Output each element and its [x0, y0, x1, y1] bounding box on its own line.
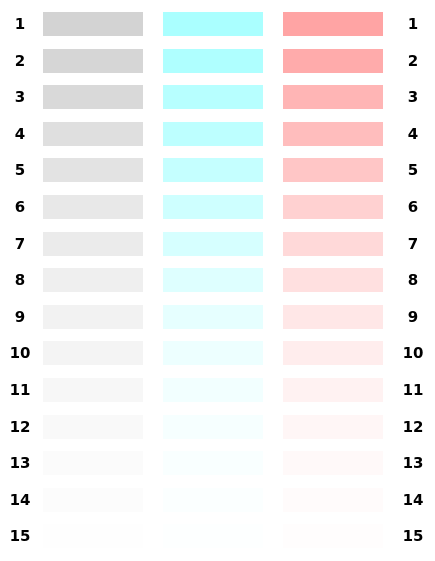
- red-swatch: [283, 49, 383, 73]
- gray-swatch: [43, 232, 143, 256]
- gray-swatch: [43, 49, 143, 73]
- row-number-right: 13: [402, 454, 424, 472]
- row-number-right: 15: [402, 527, 424, 545]
- row-number-right: 14: [402, 491, 424, 509]
- cyan-swatch: [163, 195, 263, 219]
- gray-swatch: [43, 415, 143, 439]
- row-number-left: 12: [9, 418, 31, 436]
- row-number-right: 2: [407, 52, 419, 70]
- cyan-swatch: [163, 85, 263, 109]
- row-number-left: 8: [14, 271, 26, 289]
- gray-swatch: [43, 305, 143, 329]
- row-number-left: 15: [9, 527, 31, 545]
- row-number-right: 4: [407, 125, 419, 143]
- cyan-swatch: [163, 451, 263, 475]
- row-number-right: 3: [407, 88, 419, 106]
- row-number-left: 1: [14, 15, 26, 33]
- row-number-left: 14: [9, 491, 31, 509]
- row-number-left: 2: [14, 52, 26, 70]
- cyan-swatch: [163, 232, 263, 256]
- row-number-right: 8: [407, 271, 419, 289]
- cyan-swatch: [163, 378, 263, 402]
- cyan-swatch: [163, 415, 263, 439]
- red-swatch: [283, 524, 383, 548]
- cyan-swatch: [163, 488, 263, 512]
- red-swatch: [283, 122, 383, 146]
- row-number-right: 6: [407, 198, 419, 216]
- row-number-left: 4: [14, 125, 26, 143]
- gray-swatch: [43, 12, 143, 36]
- row-number-left: 5: [14, 161, 26, 179]
- row-number-left: 3: [14, 88, 26, 106]
- cyan-swatch: [163, 122, 263, 146]
- row-number-left: 7: [14, 235, 26, 253]
- red-swatch: [283, 158, 383, 182]
- red-swatch: [283, 378, 383, 402]
- red-swatch: [283, 195, 383, 219]
- red-swatch: [283, 451, 383, 475]
- row-number-left: 13: [9, 454, 31, 472]
- gray-swatch: [43, 268, 143, 292]
- red-swatch: [283, 488, 383, 512]
- gray-swatch: [43, 488, 143, 512]
- red-swatch: [283, 85, 383, 109]
- row-number-right: 12: [402, 418, 424, 436]
- cyan-swatch: [163, 49, 263, 73]
- cyan-swatch: [163, 268, 263, 292]
- cyan-swatch: [163, 524, 263, 548]
- cyan-swatch: [163, 341, 263, 365]
- gray-swatch: [43, 158, 143, 182]
- row-number-left: 9: [14, 308, 26, 326]
- red-swatch: [283, 341, 383, 365]
- red-swatch: [283, 305, 383, 329]
- gray-swatch: [43, 341, 143, 365]
- row-number-right: 10: [402, 344, 424, 362]
- row-number-left: 10: [9, 344, 31, 362]
- row-number-left: 6: [14, 198, 26, 216]
- gray-swatch: [43, 85, 143, 109]
- red-swatch: [283, 415, 383, 439]
- cyan-swatch: [163, 158, 263, 182]
- row-number-left: 11: [9, 381, 31, 399]
- gray-swatch: [43, 122, 143, 146]
- gray-swatch: [43, 524, 143, 548]
- gray-swatch: [43, 451, 143, 475]
- row-number-right: 11: [402, 381, 424, 399]
- red-swatch: [283, 12, 383, 36]
- red-swatch: [283, 268, 383, 292]
- gray-swatch: [43, 378, 143, 402]
- cyan-swatch: [163, 305, 263, 329]
- row-number-right: 7: [407, 235, 419, 253]
- row-number-right: 9: [407, 308, 419, 326]
- row-number-right: 1: [407, 15, 419, 33]
- gray-swatch: [43, 195, 143, 219]
- red-swatch: [283, 232, 383, 256]
- row-number-right: 5: [407, 161, 419, 179]
- cyan-swatch: [163, 12, 263, 36]
